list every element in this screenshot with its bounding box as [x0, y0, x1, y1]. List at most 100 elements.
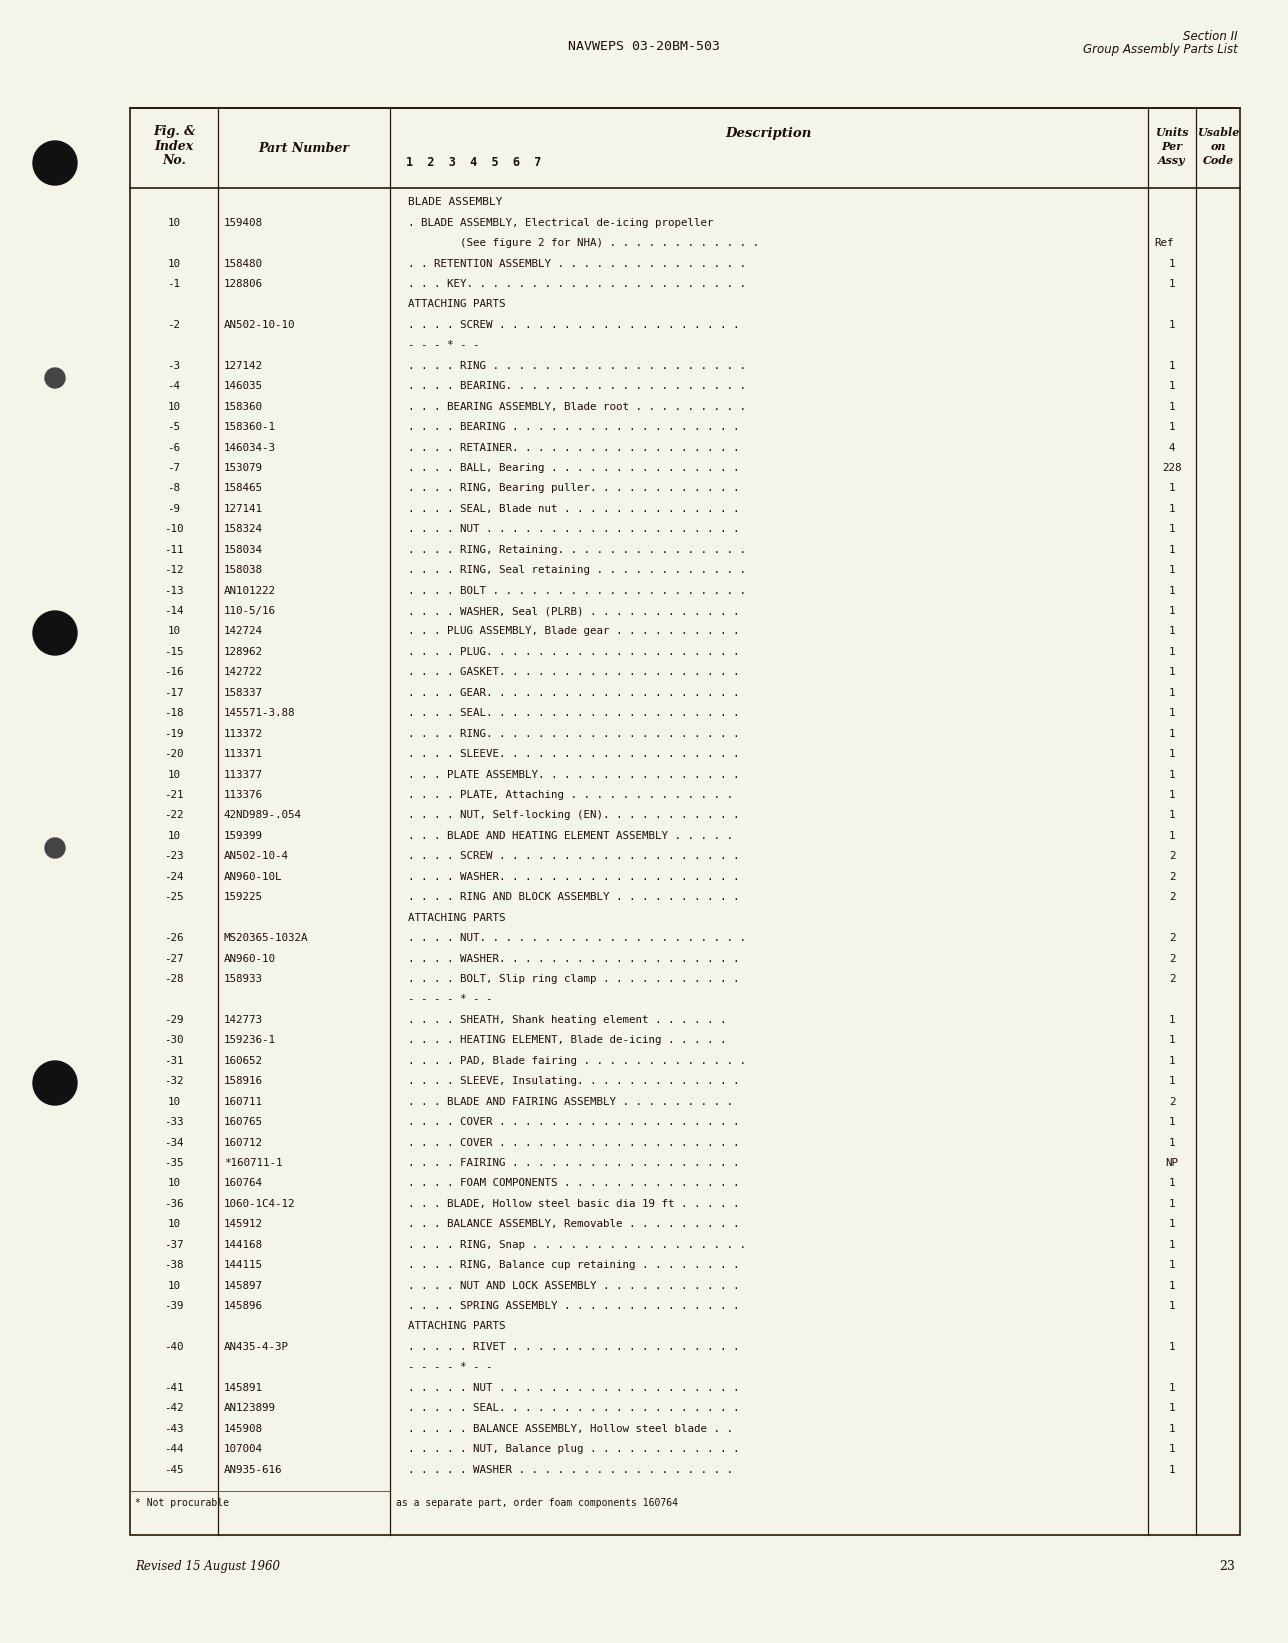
- Text: 1: 1: [1168, 688, 1175, 698]
- Text: (See figure 2 for NHA) . . . . . . . . . . . .: (See figure 2 for NHA) . . . . . . . . .…: [408, 238, 759, 248]
- Text: Part Number: Part Number: [259, 141, 349, 154]
- Text: 145571-3.88: 145571-3.88: [224, 708, 295, 718]
- Text: 113371: 113371: [224, 749, 263, 759]
- Text: -18: -18: [165, 708, 184, 718]
- Text: AN960-10: AN960-10: [224, 953, 276, 963]
- Text: -37: -37: [165, 1240, 184, 1250]
- Text: 113372: 113372: [224, 729, 263, 739]
- Text: - - - * - -: - - - * - -: [408, 340, 479, 350]
- Text: . . . KEY. . . . . . . . . . . . . . . . . . . . . .: . . . KEY. . . . . . . . . . . . . . . .…: [408, 279, 746, 289]
- Text: - - - - * - -: - - - - * - -: [408, 994, 492, 1004]
- Text: 1: 1: [1168, 1424, 1175, 1434]
- Text: 23: 23: [1220, 1559, 1235, 1572]
- Text: 146035: 146035: [224, 381, 263, 391]
- Text: . . . . BEARING . . . . . . . . . . . . . . . . . .: . . . . BEARING . . . . . . . . . . . . …: [408, 422, 739, 432]
- Text: Revised 15 August 1960: Revised 15 August 1960: [135, 1559, 279, 1572]
- Text: -44: -44: [165, 1444, 184, 1454]
- Text: Units: Units: [1155, 127, 1189, 138]
- Text: . . . . BOLT . . . . . . . . . . . . . . . . . . . .: . . . . BOLT . . . . . . . . . . . . . .…: [408, 585, 746, 596]
- Text: 127142: 127142: [224, 361, 263, 371]
- Text: 153079: 153079: [224, 463, 263, 473]
- Text: -35: -35: [165, 1158, 184, 1168]
- Text: 159399: 159399: [224, 831, 263, 841]
- Text: - - - - * - -: - - - - * - -: [408, 1362, 492, 1372]
- Text: 10: 10: [167, 769, 180, 779]
- Text: 2: 2: [1168, 974, 1175, 984]
- Text: -12: -12: [165, 565, 184, 575]
- Text: 1: 1: [1168, 647, 1175, 657]
- Text: 1: 1: [1168, 1199, 1175, 1209]
- Text: as a separate part, order foam components 160764: as a separate part, order foam component…: [395, 1498, 677, 1508]
- Text: on: on: [1211, 141, 1226, 151]
- Text: 1: 1: [1168, 545, 1175, 555]
- Text: 107004: 107004: [224, 1444, 263, 1454]
- Text: -1: -1: [167, 279, 180, 289]
- Text: -40: -40: [165, 1342, 184, 1352]
- Text: 1: 1: [1168, 1240, 1175, 1250]
- Circle shape: [33, 1061, 77, 1106]
- Text: 160652: 160652: [224, 1056, 263, 1066]
- Text: Ref: Ref: [1154, 238, 1173, 248]
- Text: . . . . SCREW . . . . . . . . . . . . . . . . . . .: . . . . SCREW . . . . . . . . . . . . . …: [408, 320, 739, 330]
- Text: 158337: 158337: [224, 688, 263, 698]
- Text: *160711-1: *160711-1: [224, 1158, 282, 1168]
- Text: 160764: 160764: [224, 1178, 263, 1188]
- Text: 1: 1: [1168, 565, 1175, 575]
- Text: . . . . PLATE, Attaching . . . . . . . . . . . . .: . . . . PLATE, Attaching . . . . . . . .…: [408, 790, 733, 800]
- Text: 158465: 158465: [224, 483, 263, 493]
- Text: . . . . RING, Seal retaining . . . . . . . . . . . .: . . . . RING, Seal retaining . . . . . .…: [408, 565, 746, 575]
- Text: 1: 1: [1168, 1383, 1175, 1393]
- Text: -8: -8: [167, 483, 180, 493]
- Text: 1: 1: [1168, 1260, 1175, 1270]
- Text: 144115: 144115: [224, 1260, 263, 1270]
- Text: 1: 1: [1168, 667, 1175, 677]
- Text: Assy: Assy: [1158, 154, 1186, 166]
- Text: -22: -22: [165, 810, 184, 820]
- Text: 1: 1: [1168, 401, 1175, 412]
- Text: -43: -43: [165, 1424, 184, 1434]
- Text: 1: 1: [1168, 1056, 1175, 1066]
- Text: 1: 1: [1168, 1464, 1175, 1474]
- Text: 10: 10: [167, 626, 180, 636]
- Text: 1: 1: [1168, 483, 1175, 493]
- Circle shape: [45, 838, 64, 858]
- Text: . . . . NUT . . . . . . . . . . . . . . . . . . . .: . . . . NUT . . . . . . . . . . . . . . …: [408, 524, 739, 534]
- Text: -6: -6: [167, 442, 180, 452]
- Text: . . . . SEAL. . . . . . . . . . . . . . . . . . . .: . . . . SEAL. . . . . . . . . . . . . . …: [408, 708, 739, 718]
- Text: -16: -16: [165, 667, 184, 677]
- Text: . . . . NUT AND LOCK ASSEMBLY . . . . . . . . . . .: . . . . NUT AND LOCK ASSEMBLY . . . . . …: [408, 1280, 739, 1291]
- Text: -41: -41: [165, 1383, 184, 1393]
- Text: . . . . SCREW . . . . . . . . . . . . . . . . . . .: . . . . SCREW . . . . . . . . . . . . . …: [408, 851, 739, 861]
- Text: . . . . SHEATH, Shank heating element . . . . . .: . . . . SHEATH, Shank heating element . …: [408, 1015, 726, 1025]
- Text: 2: 2: [1168, 953, 1175, 963]
- Text: Index: Index: [155, 140, 193, 153]
- Text: -34: -34: [165, 1137, 184, 1147]
- Text: 159408: 159408: [224, 217, 263, 228]
- Text: NAVWEPS 03-20BM-503: NAVWEPS 03-20BM-503: [568, 39, 720, 53]
- Text: AN101222: AN101222: [224, 585, 276, 596]
- Text: 1: 1: [1168, 1280, 1175, 1291]
- Bar: [130, 108, 1240, 1535]
- Text: 2: 2: [1168, 1096, 1175, 1107]
- Text: -29: -29: [165, 1015, 184, 1025]
- Text: -9: -9: [167, 504, 180, 514]
- Text: . . . . GEAR. . . . . . . . . . . . . . . . . . . .: . . . . GEAR. . . . . . . . . . . . . . …: [408, 688, 739, 698]
- Text: . . . . . RIVET . . . . . . . . . . . . . . . . . .: . . . . . RIVET . . . . . . . . . . . . …: [408, 1342, 739, 1352]
- Text: . . . . RING, Retaining. . . . . . . . . . . . . . .: . . . . RING, Retaining. . . . . . . . .…: [408, 545, 746, 555]
- Text: . . . . . NUT, Balance plug . . . . . . . . . . . .: . . . . . NUT, Balance plug . . . . . . …: [408, 1444, 739, 1454]
- Text: 1: 1: [1168, 810, 1175, 820]
- Text: NP: NP: [1166, 1158, 1179, 1168]
- Text: 1: 1: [1168, 1342, 1175, 1352]
- Text: 1: 1: [1168, 1403, 1175, 1413]
- Text: Description: Description: [726, 128, 813, 141]
- Text: 1: 1: [1168, 1444, 1175, 1454]
- Text: . . . . BOLT, Slip ring clamp . . . . . . . . . . .: . . . . BOLT, Slip ring clamp . . . . . …: [408, 974, 739, 984]
- Text: -14: -14: [165, 606, 184, 616]
- Text: 1: 1: [1168, 1137, 1175, 1147]
- Text: Group Assembly Parts List: Group Assembly Parts List: [1083, 43, 1238, 56]
- Text: 160712: 160712: [224, 1137, 263, 1147]
- Text: 113376: 113376: [224, 790, 263, 800]
- Text: -38: -38: [165, 1260, 184, 1270]
- Text: . . . BEARING ASSEMBLY, Blade root . . . . . . . . .: . . . BEARING ASSEMBLY, Blade root . . .…: [408, 401, 746, 412]
- Text: -28: -28: [165, 974, 184, 984]
